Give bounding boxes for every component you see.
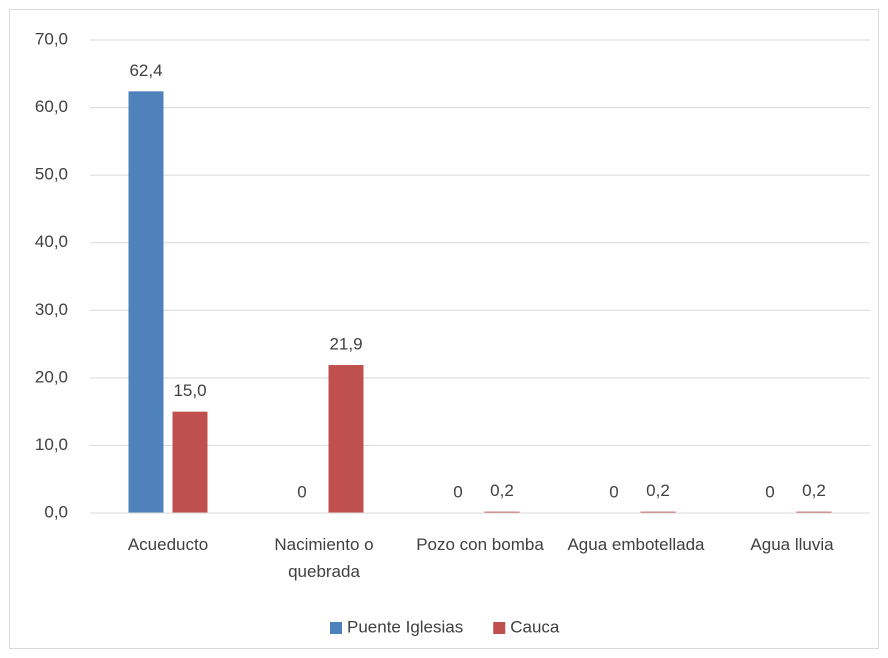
value-label: 0,2	[802, 481, 826, 500]
y-tick-label: 40,0	[35, 232, 68, 251]
y-tick-label: 20,0	[35, 367, 68, 386]
value-label: 0,2	[490, 481, 514, 500]
bar	[328, 365, 364, 513]
value-label: 0	[609, 482, 618, 501]
value-label: 0,2	[646, 481, 670, 500]
value-label: 0	[297, 482, 306, 501]
y-tick-label: 30,0	[35, 300, 68, 319]
legend-swatch	[330, 622, 342, 634]
bar	[484, 511, 520, 513]
y-tick-label: 60,0	[35, 97, 68, 116]
value-label: 15,0	[173, 381, 206, 400]
value-label: 21,9	[329, 335, 362, 354]
y-tick-label: 10,0	[35, 435, 68, 454]
legend-label: Cauca	[510, 617, 560, 636]
y-tick-label: 70,0	[35, 29, 68, 48]
y-tick-label: 50,0	[35, 165, 68, 184]
legend-swatch	[493, 622, 506, 634]
value-label: 0	[453, 482, 462, 501]
x-tick-label: Nacimiento o quebrada	[274, 535, 374, 581]
x-tick-label: Agua lluvia	[750, 535, 834, 554]
y-tick-label: 0,0	[44, 502, 68, 521]
x-tick-label: Pozo con bomba	[416, 535, 544, 554]
bar	[128, 91, 164, 514]
value-label: 62,4	[129, 61, 162, 80]
legend-label: Puente Iglesias	[347, 617, 463, 636]
x-tick-label: Agua embotellada	[567, 535, 705, 554]
x-tick-label: Acueducto	[127, 535, 209, 554]
bar	[796, 511, 832, 513]
bar	[172, 411, 208, 513]
bar	[640, 511, 676, 513]
value-label: 0	[765, 482, 774, 501]
